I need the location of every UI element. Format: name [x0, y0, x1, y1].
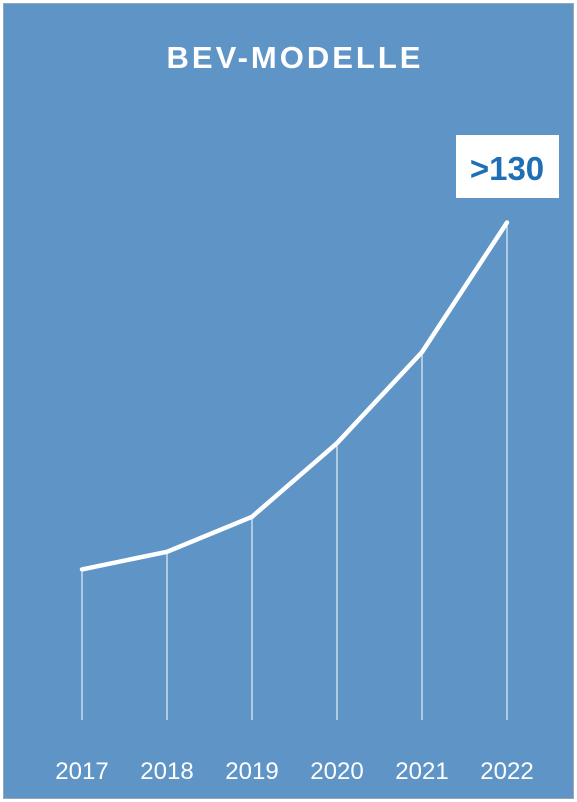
x-tick-label: 2021 [395, 758, 448, 785]
series-line [79, 220, 510, 572]
chart-title: BEV-MODELLE [167, 40, 424, 75]
x-tick-label: 2022 [480, 758, 533, 785]
drop-lines [81, 222, 508, 720]
chart-background [4, 4, 573, 798]
callout-label: >130 [470, 150, 544, 187]
value-callout: >130 [456, 135, 559, 198]
chart-panel [3, 3, 574, 799]
x-tick-label: 2017 [55, 758, 108, 785]
callout-box [456, 135, 559, 198]
x-tick-label: 2019 [225, 758, 278, 785]
x-tick-label: 2020 [310, 758, 363, 785]
x-tick-label: 2018 [140, 758, 193, 785]
x-axis-ticks: 2017 2018 2019 2020 2021 2022 [55, 758, 533, 785]
